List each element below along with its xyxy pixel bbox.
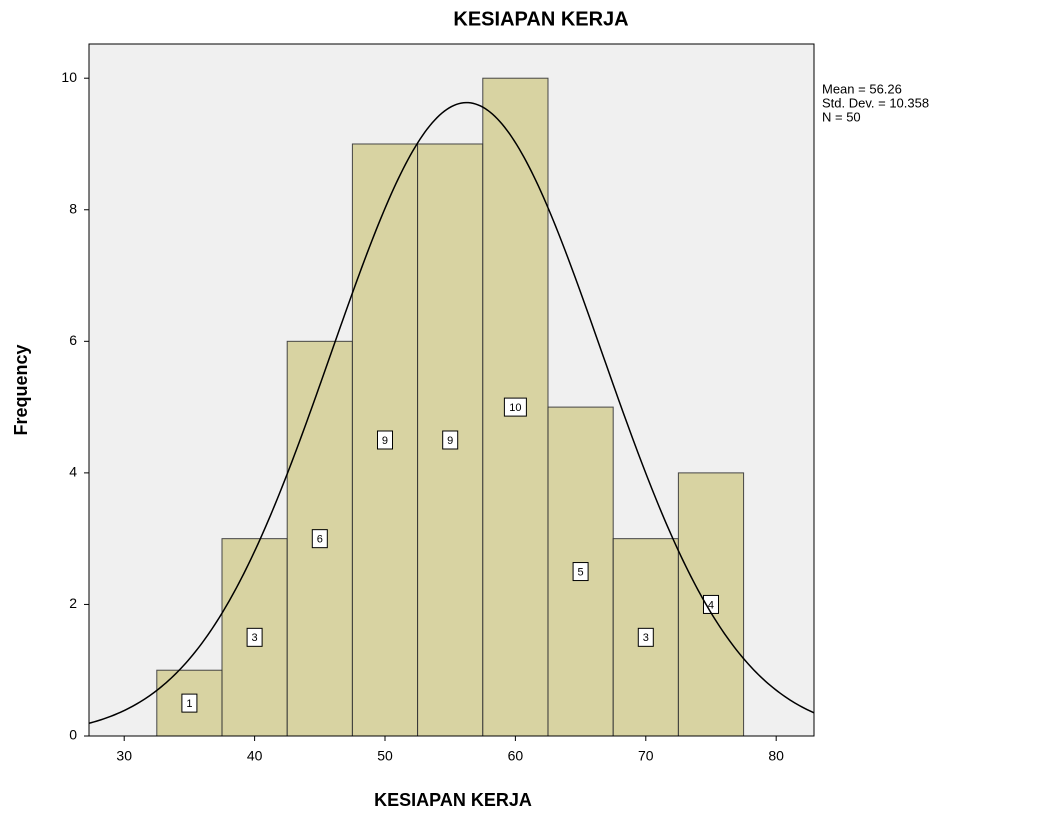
plot-frame [88,43,815,737]
stat-std-dev: Std. Dev. = 10.358 [822,95,929,110]
bar [221,538,288,737]
data-label-box [376,430,393,450]
data-label-box [637,627,654,647]
data-label-box [181,693,198,713]
data-label: 9 [382,435,388,447]
data-label-box [503,397,527,417]
data-label: 3 [643,632,649,644]
data-label: 1 [186,698,192,710]
data-label: 5 [578,566,584,578]
x-tick-label: 30 [116,748,132,764]
x-tick-label: 80 [768,748,784,764]
data-label: 10 [509,402,521,414]
data-label: 3 [252,632,258,644]
stat-n: N = 50 [822,109,861,124]
data-label: 9 [447,435,453,447]
data-label: 4 [708,599,714,611]
x-tick-label: 60 [508,748,524,764]
y-tick-label: 2 [69,595,77,611]
y-tick-label: 10 [61,69,77,85]
y-tick-label: 6 [69,332,77,348]
normal-curve [89,101,814,725]
stat-mean: Mean = 56.26 [822,81,902,96]
x-tick-label: 40 [247,748,263,764]
data-label-box [572,562,589,582]
data-label-box [246,627,263,647]
x-tick-label: 70 [638,748,654,764]
chart-title: KESIAPAN KERJA [453,8,628,30]
data-label-box [311,529,328,549]
y-tick-label: 4 [69,464,77,480]
y-tick-label: 8 [69,200,77,216]
y-tick-label: 0 [69,727,77,743]
data-label: 6 [317,534,323,546]
x-tick-label: 50 [377,748,393,764]
data-label-box [442,430,459,450]
x-axis-label: KESIAPAN KERJA [374,790,532,810]
y-axis-label: Frequency [11,344,31,435]
